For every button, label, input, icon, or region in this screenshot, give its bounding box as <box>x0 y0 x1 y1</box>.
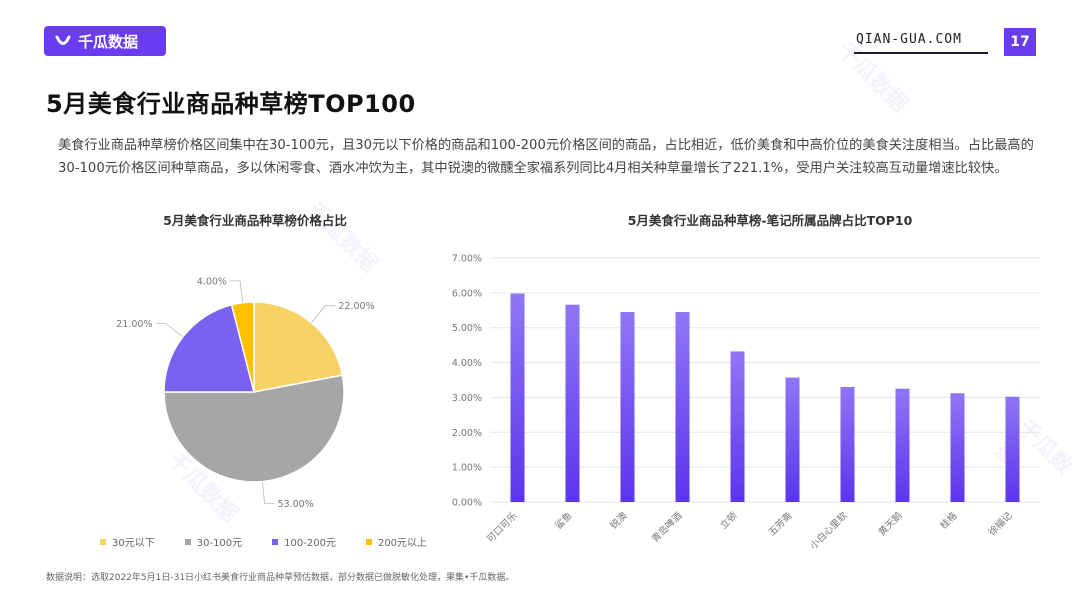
bar <box>895 388 910 502</box>
x-tick-label: 徐福记 <box>986 509 1015 538</box>
legend-item: 30元以下 <box>100 534 155 549</box>
data-footnote: 数据说明：选取2022年5月1日-31日小红书美食行业商品种草预估数据，部分数据… <box>46 573 515 583</box>
y-tick-label: 6.00% <box>452 288 482 299</box>
bar <box>510 293 525 502</box>
legend-label: 200元以上 <box>377 538 428 549</box>
legend-label: 30元以下 <box>112 538 155 549</box>
pie-value-label: 4.00% <box>197 276 227 287</box>
pie-leader-line <box>155 322 184 338</box>
bar <box>950 393 965 502</box>
x-tick-label: 青岛啤酒 <box>649 509 685 545</box>
legend-item: 200元以上 <box>365 534 428 549</box>
legend-label: 100-200元 <box>284 538 336 549</box>
x-tick-label: 立顿 <box>718 509 740 531</box>
pie-chart-title: 5月美食行业商品种草榜价格占比 <box>163 213 347 228</box>
y-tick-label: 1.00% <box>452 463 482 474</box>
x-tick-label: 锐澳 <box>608 509 630 531</box>
y-tick-label: 5.00% <box>452 323 482 334</box>
legend-swatch <box>365 538 372 545</box>
legend-label: 30-100元 <box>196 538 243 549</box>
legend-swatch <box>272 538 279 545</box>
bar-chart: 0.00% 1.00% 2.00% 3.00% 4.00% 5.00% 6.00% 7.00%… <box>452 254 1040 552</box>
site-url: QIAN-GUA.COM <box>856 32 962 47</box>
pie-value-label: 53.00% <box>278 499 314 510</box>
bar <box>620 312 635 502</box>
pie-chart: 22.00% 53.00% 21.00% 4.00% <box>116 276 374 510</box>
page-description: 美食行业商品种草榜价格区间集中在30-100元，且30元以下价格的商品和100-… <box>58 138 1034 176</box>
y-tick-label: 0.00% <box>452 498 482 509</box>
brand-logo: 千瓜数据 <box>44 26 166 56</box>
x-tick-label: 小白心里软 <box>808 509 850 551</box>
bar <box>840 386 855 502</box>
bar <box>565 304 580 502</box>
pie-leader-line <box>262 481 275 504</box>
legend-swatch <box>184 538 191 545</box>
logo-text: 千瓜数据 <box>78 32 139 51</box>
pie-slice <box>230 301 255 393</box>
pie-value-label: 21.00% <box>116 319 152 330</box>
bar <box>730 351 745 502</box>
pie-slice <box>163 374 345 483</box>
bar <box>785 377 800 502</box>
x-tick-label: 五芳斋 <box>766 509 795 538</box>
pie-leader-line <box>229 280 244 303</box>
pie-value-label: 22.00% <box>338 301 374 312</box>
bar <box>1005 396 1020 502</box>
legend-item: 100-200元 <box>272 534 336 549</box>
y-tick-label: 3.00% <box>452 393 482 404</box>
x-tick-label: 桂格 <box>938 509 960 531</box>
y-tick-label: 7.00% <box>452 254 482 265</box>
site-underline <box>854 52 988 54</box>
x-tick-label: 黄天鹅 <box>876 510 905 539</box>
y-tick-label: 4.00% <box>452 358 482 369</box>
y-tick-label: 2.00% <box>452 428 482 439</box>
x-tick-label: 鲨鱼 <box>553 510 575 532</box>
smile-logo-icon <box>55 35 71 45</box>
legend-item: 30-100元 <box>184 534 243 549</box>
pie-slice <box>163 303 255 393</box>
page-number: 17 <box>1004 28 1036 56</box>
pie-leader-line <box>311 305 336 323</box>
x-tick-label: 可口可乐 <box>484 509 520 545</box>
bar <box>675 312 690 502</box>
bar-chart-title: 5月美食行业商品种草榜-笔记所属品牌占比TOP10 <box>627 213 913 228</box>
pie-legend: 30元以下 30-100元 100-200元 200元以上 <box>100 534 457 549</box>
page-title: 5月美食行业商品种草榜TOP100 <box>46 90 416 118</box>
legend-swatch <box>100 538 106 545</box>
